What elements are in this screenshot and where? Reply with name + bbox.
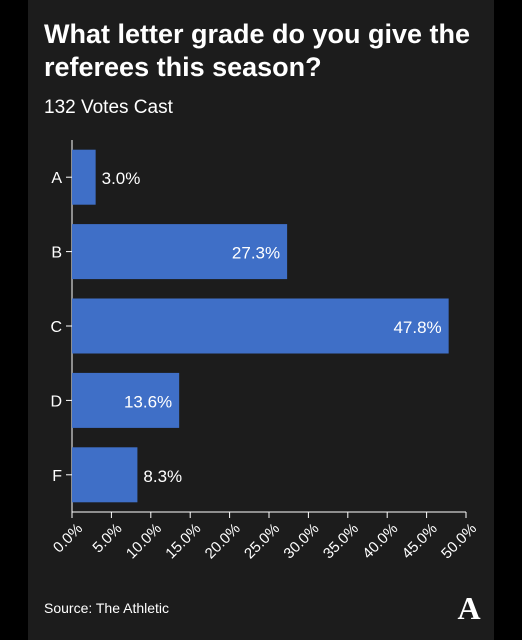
category-label-c: C: [50, 319, 62, 336]
data-label-a: 3.0%: [102, 169, 141, 188]
x-tick-label: 45.0%: [399, 520, 441, 562]
x-tick-label: 25.0%: [241, 520, 283, 562]
x-tick-label: 15.0%: [162, 520, 204, 562]
category-label-a: A: [51, 170, 62, 187]
bar-a: [72, 149, 96, 205]
chart-title: What letter grade do you give the refere…: [44, 19, 471, 82]
source-note: Source: The Athletic: [44, 600, 170, 616]
x-tick-label: 30.0%: [280, 520, 322, 562]
bar-chart: A 3.0% B 27.3% C 47.8% D 13.6% F 8.3% 0.0% 5.0%10.0…: [50, 140, 480, 562]
data-label-d: 13.6%: [124, 392, 172, 411]
x-tick-label: 40.0%: [359, 520, 401, 562]
data-label-b: 27.3%: [232, 244, 280, 263]
data-label-c: 47.8%: [393, 318, 441, 337]
category-label-d: D: [50, 393, 62, 410]
chart-card: What letter grade do you give the refere…: [28, 0, 494, 640]
x-tick-label: 5.0%: [89, 520, 125, 556]
x-tick-label: 50.0%: [438, 520, 480, 562]
bar-b: [72, 224, 288, 280]
category-label-b: B: [51, 245, 62, 262]
x-tick-label: 10.0%: [123, 520, 165, 562]
chart-subtitle: 132 Votes Cast: [44, 97, 173, 118]
bar-d: [72, 372, 180, 428]
x-tick-label: 0.0%: [50, 520, 86, 556]
data-label-f: 8.3%: [143, 467, 182, 486]
x-tick-label: 20.0%: [202, 520, 244, 562]
bar-c: [72, 298, 449, 354]
x-tick-label: 35.0%: [320, 520, 362, 562]
logo-letter: A: [457, 592, 480, 624]
the-athletic-logo-icon: A: [457, 592, 480, 624]
category-label-f: F: [52, 468, 62, 485]
bar-f: [72, 447, 138, 503]
